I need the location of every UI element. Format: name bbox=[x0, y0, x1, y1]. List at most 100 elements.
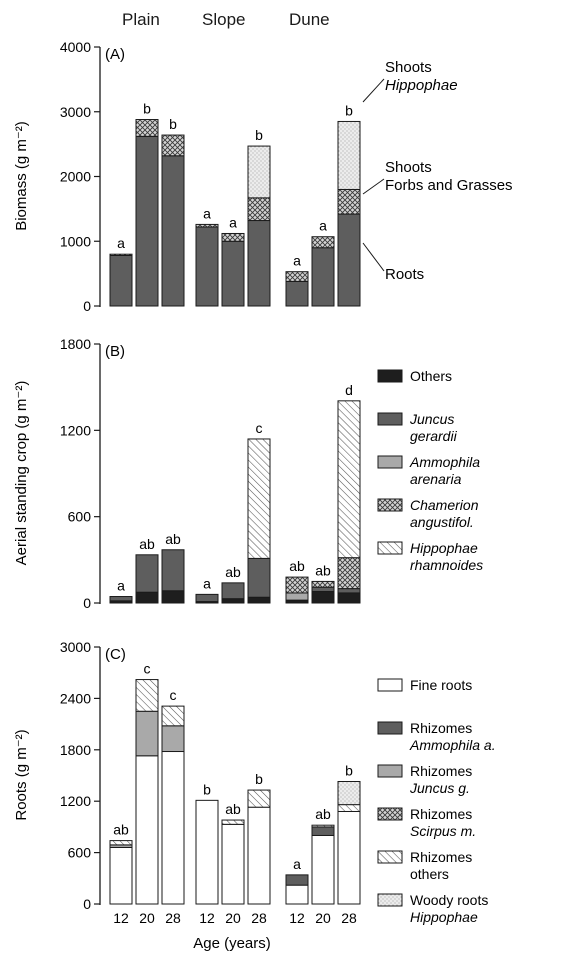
callout-label: Shoots bbox=[385, 159, 432, 176]
x-tick-label: 12 bbox=[289, 910, 305, 926]
y-axis-label: Biomass (g m⁻²) bbox=[13, 121, 30, 231]
significance-letter: d bbox=[345, 382, 353, 398]
callout-label: Hippophae bbox=[385, 77, 458, 94]
y-tick-label: 1000 bbox=[60, 233, 91, 249]
significance-letter: b bbox=[169, 116, 177, 132]
callout-label: Roots bbox=[385, 266, 424, 283]
bar-segment-fine-roots bbox=[195, 799, 219, 905]
bar-segment-shoots-forbs-and-grasses bbox=[135, 119, 159, 137]
bar-segment-roots bbox=[337, 213, 361, 307]
legend-label: rhamnoides bbox=[410, 557, 483, 573]
significance-letter: b bbox=[143, 101, 151, 117]
site-label-slope: Slope bbox=[202, 10, 246, 29]
significance-letter: a bbox=[203, 205, 211, 221]
bar-segment-fine-roots bbox=[285, 884, 309, 905]
callout-leader bbox=[362, 178, 385, 195]
panel-tag: (A) bbox=[105, 46, 125, 63]
bar-segment-roots bbox=[311, 247, 335, 307]
callout-leader bbox=[362, 242, 385, 272]
bar-segment-shoots-forbs-and-grasses bbox=[311, 236, 335, 249]
y-tick-label: 2000 bbox=[60, 169, 91, 185]
bar-segment-juncus-gerardii bbox=[161, 549, 185, 592]
legend-swatch-chamerion-angustifol bbox=[377, 498, 403, 512]
bar-segment-roots bbox=[285, 280, 309, 307]
bar-segment-hippophae-rhamnoides bbox=[337, 400, 361, 559]
bar-segment-ammophila-arenaria bbox=[285, 592, 309, 601]
y-tick-label: 600 bbox=[68, 845, 92, 861]
site-label-plain: Plain bbox=[122, 10, 160, 29]
bar-segment-shoots-forbs-and-grasses bbox=[337, 188, 361, 215]
legend-label: Fine roots bbox=[410, 677, 472, 693]
bar-segment-rhizomes-others bbox=[311, 824, 335, 828]
legend-label: Scirpus m. bbox=[410, 823, 476, 839]
bar-segment-juncus-gerardii bbox=[221, 582, 245, 600]
bar-segment-juncus-gerardii bbox=[311, 586, 335, 592]
significance-letter: ab bbox=[139, 536, 155, 552]
significance-letter: c bbox=[170, 687, 177, 703]
legend-label: Hippophae bbox=[410, 540, 478, 556]
bar-segment-fine-roots bbox=[247, 806, 271, 905]
bar-segment-juncus-gerardii bbox=[247, 557, 271, 598]
bar-segment-rhizomes-others bbox=[247, 789, 271, 808]
legend-label: Others bbox=[410, 368, 452, 384]
bar-segment-juncus-gerardii bbox=[109, 596, 133, 602]
legend-swatch-woody-roots-hippophae bbox=[377, 893, 403, 907]
x-tick-label: 20 bbox=[315, 910, 331, 926]
bar-segment-hippophae-rhamnoides bbox=[247, 438, 271, 559]
bar-segment-shoots-forbs-and-grasses bbox=[195, 223, 219, 228]
y-tick-label: 0 bbox=[83, 896, 91, 912]
x-tick-label: 28 bbox=[251, 910, 267, 926]
bar-segment-juncus-gerardii bbox=[337, 588, 361, 594]
legend-label: Ammophila bbox=[409, 454, 480, 470]
bar-segment-others bbox=[161, 590, 185, 604]
x-axis-label: Age (years) bbox=[193, 935, 271, 952]
legend-swatch-ammophila-arenaria bbox=[377, 455, 403, 469]
significance-letter: ab bbox=[225, 564, 241, 580]
significance-letter: b bbox=[255, 127, 263, 143]
bar-segment-fine-roots bbox=[311, 834, 335, 905]
legend-label: Rhizomes bbox=[410, 849, 472, 865]
significance-letter: ab bbox=[165, 531, 181, 547]
bar-segment-shoots-forbs-and-grasses bbox=[109, 253, 133, 256]
bar-segment-woody-roots-hippophae bbox=[337, 780, 361, 806]
x-tick-label: 12 bbox=[113, 910, 129, 926]
bar-segment-rhizomes-others bbox=[135, 679, 159, 712]
bar-segment-others bbox=[135, 591, 159, 604]
legend-swatch-rhizomes-juncus-g bbox=[377, 764, 403, 778]
bar-segment-rhizomes-ammophila-a bbox=[285, 874, 309, 886]
legend-label: others bbox=[410, 866, 449, 882]
legend-label: gerardii bbox=[410, 428, 458, 444]
bar-segment-rhizomes-others bbox=[337, 804, 361, 812]
bar-segment-shoots-forbs-and-grasses bbox=[221, 232, 245, 242]
significance-letter: a bbox=[117, 578, 125, 594]
bar-segment-chamerion-angustifol bbox=[311, 580, 335, 588]
bar-segment-others bbox=[221, 598, 245, 604]
bar-segment-shoots-forbs-and-grasses bbox=[285, 271, 309, 282]
significance-letter: c bbox=[144, 661, 151, 677]
significance-letter: c bbox=[256, 420, 263, 436]
panel-b: 0 600 1200 1800 (B) Aerial standing crop (g m… bbox=[13, 336, 483, 611]
legend-label: Rhizomes bbox=[410, 720, 472, 736]
significance-letter: a bbox=[293, 856, 301, 872]
bar-segment-fine-roots bbox=[221, 823, 245, 905]
significance-letter: a bbox=[319, 218, 327, 234]
bar-segment-rhizomes-ammophila-a bbox=[311, 826, 335, 836]
bar-segment-fine-roots bbox=[337, 810, 361, 905]
significance-letter: ab bbox=[113, 822, 129, 838]
bar-segment-rhizomes-others bbox=[161, 705, 185, 727]
legend-swatch-rhizomes-ammophila-a bbox=[377, 721, 403, 735]
y-tick-label: 3000 bbox=[60, 639, 91, 655]
significance-letter: b bbox=[255, 771, 263, 787]
legend-label: angustifol. bbox=[410, 514, 474, 530]
y-tick-label: 0 bbox=[83, 595, 91, 611]
significance-letter: b bbox=[345, 762, 353, 778]
bar-segment-rhizomes-others bbox=[221, 819, 245, 825]
bar-segment-juncus-gerardii bbox=[195, 593, 219, 603]
significance-letter: b bbox=[203, 781, 211, 797]
significance-letter: ab bbox=[315, 562, 331, 578]
significance-letter: a bbox=[117, 235, 125, 251]
y-tick-label: 1800 bbox=[60, 336, 91, 352]
y-tick-label: 1200 bbox=[60, 422, 91, 438]
